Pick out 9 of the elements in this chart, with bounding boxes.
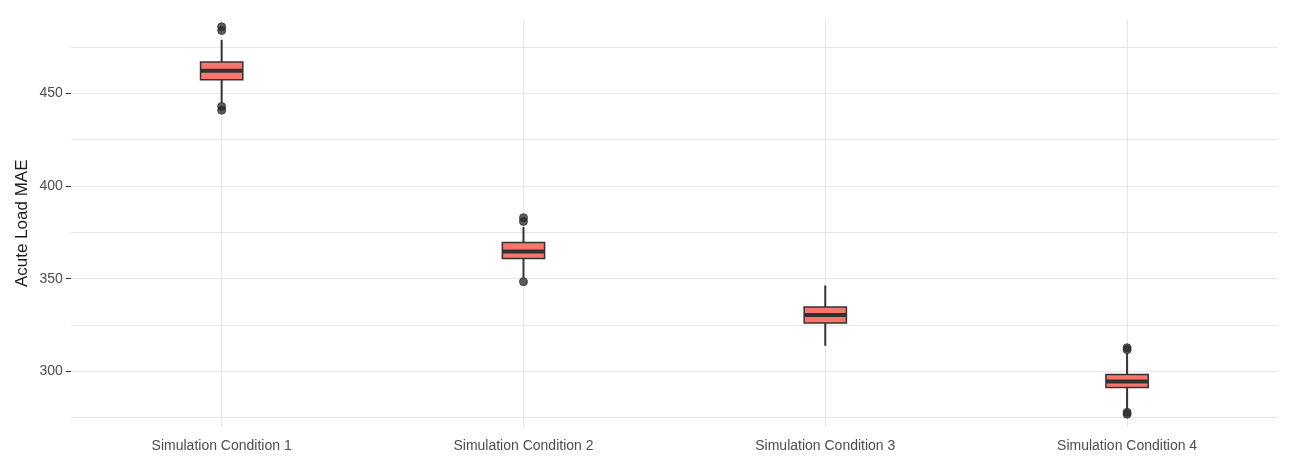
x-tick-label: Simulation Condition 4 <box>1057 437 1198 454</box>
y-axis-title: Acute Load MAE <box>11 159 31 288</box>
y-tick-label: 300 <box>39 362 63 379</box>
x-tick-label: Simulation Condition 3 <box>755 437 896 454</box>
x-tick-label: Simulation Condition 1 <box>151 437 292 454</box>
y-tick-label: 450 <box>39 84 63 101</box>
y-tick-label: 350 <box>39 269 63 286</box>
x-tick-label: Simulation Condition 2 <box>453 437 594 454</box>
y-tick-label: 400 <box>39 177 63 194</box>
